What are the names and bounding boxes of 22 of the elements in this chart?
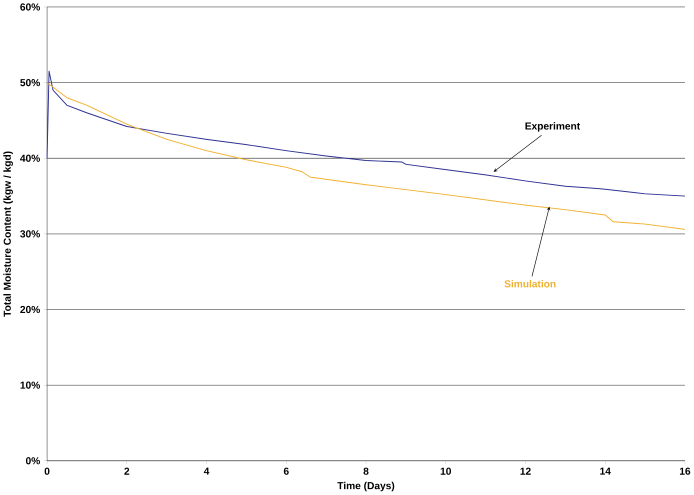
x-tick-label: 14 [600,468,611,475]
x-tick-label: 0 [44,468,50,475]
y-tick-label: 60% [20,4,40,11]
y-tick-label: 30% [20,230,40,238]
y-tick-label: 20% [20,306,40,314]
x-axis-title: Time (Days) [337,482,394,492]
y-tick-label: 40% [20,154,40,162]
x-tick-label: 10 [440,468,451,475]
x-tick-label: 12 [520,468,531,475]
y-tick-label: 10% [20,382,40,389]
x-tick-label: 16 [680,468,690,475]
annotation: Experiment [525,122,580,132]
line-series [46,70,686,197]
y-tick-label: 0% [26,457,40,465]
line-series [46,82,686,230]
x-tick-label: 6 [284,468,289,475]
y-tick-label: 50% [20,79,40,86]
x-tick-label: 4 [204,468,210,475]
x-tick-label: 8 [364,468,369,475]
annotation: Simulation [504,280,556,288]
y-axis-title: Total Moisture Content (kgw / kgd) [3,152,13,317]
x-tick-label: 2 [124,468,130,475]
